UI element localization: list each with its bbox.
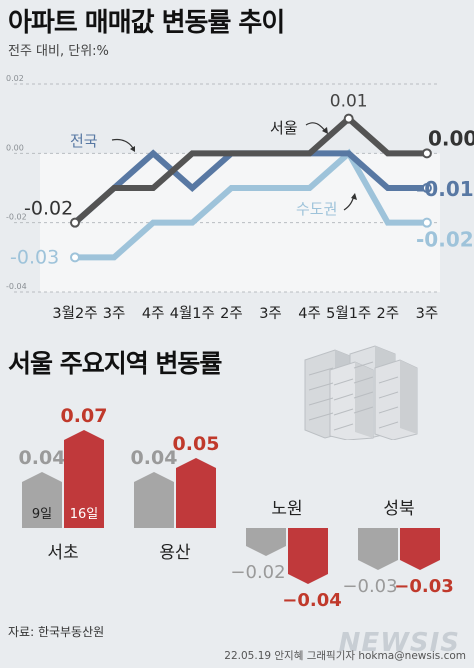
callout-arrow (111, 138, 135, 151)
bar-prev (134, 472, 174, 528)
data-label: -0.02 (24, 198, 73, 220)
watermark: NEWSIS (338, 628, 460, 658)
category-label: 서초 (47, 543, 78, 563)
x-tick-label: 3월2주 (52, 305, 97, 322)
x-tick-label: 5월1주 (326, 305, 371, 322)
source-note: 자료: 한국부동산원 (8, 625, 105, 639)
bar-curr (176, 458, 216, 528)
bar-prev (358, 528, 398, 570)
bar-value-label: 0.05 (173, 433, 220, 455)
bar-curr (64, 430, 104, 528)
bar-prev (22, 472, 62, 528)
legend-label: 9일 (32, 507, 52, 522)
building-icon (304, 345, 418, 440)
end-point-marker (421, 148, 432, 159)
bar-curr (288, 528, 328, 584)
data-label: -0.02 (416, 228, 474, 252)
section-title: 서울 주요지역 변동률 (8, 349, 222, 378)
y-tick-label: -0.02 (6, 213, 27, 222)
start-point-marker (70, 252, 80, 263)
x-tick-label: 4월1주 (170, 305, 215, 322)
credit-line: 22.05.19 안지혜 그래픽기자 hokma@newsis.com (224, 650, 466, 662)
y-tick-label: -0.04 (6, 282, 27, 291)
series-line-2 (75, 148, 427, 261)
bar-prev (246, 528, 286, 556)
end-point-marker (421, 217, 432, 228)
data-label: 0.01 (330, 92, 368, 112)
bar-value-label: −0.04 (282, 590, 342, 611)
x-tick-label: 2주 (220, 306, 243, 322)
y-tick-label: 0.02 (6, 74, 24, 83)
bar-value-label: 0.07 (61, 405, 108, 427)
bar-curr (400, 528, 440, 570)
series-line-0 (73, 114, 427, 225)
bar-value-label: 0.04 (131, 447, 178, 469)
end-point-marker (421, 183, 432, 193)
legend-label: 16일 (70, 507, 99, 522)
series-name-label: 전국 (70, 132, 98, 150)
x-tick-label: 3주 (416, 306, 439, 322)
callout-arrow-head (351, 193, 357, 200)
bar-value-label: −0.03 (342, 576, 397, 597)
x-tick-label: 4주 (142, 306, 165, 322)
data-label: -0.03 (10, 246, 59, 268)
x-tick-label: 4주 (298, 306, 321, 322)
x-tick-label: 3주 (259, 306, 282, 322)
bar-value-label: 0.04 (19, 447, 66, 469)
bar-chart: 0.040.07서초0.040.05용산−0.02−0.04노원−0.03−0.… (19, 405, 454, 611)
x-tick-label: 3주 (103, 306, 126, 322)
line-chart: 0.02 0.00 -0.02 -0.04 3월2주 3주 4주 4월1주 2주 3주 4주 5월1주… (6, 74, 474, 322)
y-tick-label: 0.00 (6, 143, 24, 152)
bar-value-label: −0.02 (230, 562, 285, 583)
data-label: -0.01 (416, 177, 474, 201)
chart-subtitle: 전주 대비, 단위:% (8, 44, 109, 59)
callout-arrow-head (322, 127, 328, 134)
callout-arrow-head (130, 146, 135, 152)
series-name-label: 서울 (270, 119, 298, 137)
series-name-label: 수도권 (296, 200, 337, 218)
category-label: 성북 (383, 499, 414, 519)
category-label: 노원 (271, 499, 302, 519)
start-point-marker (70, 217, 80, 228)
category-label: 용산 (159, 543, 191, 563)
x-tick-label: 2주 (377, 306, 400, 322)
page-title: 아파트 매매값 변동률 추이 (8, 8, 285, 38)
data-label: 0.00 (428, 126, 474, 150)
bar-value-label: −0.03 (394, 576, 454, 597)
peak-point-marker (343, 113, 354, 124)
